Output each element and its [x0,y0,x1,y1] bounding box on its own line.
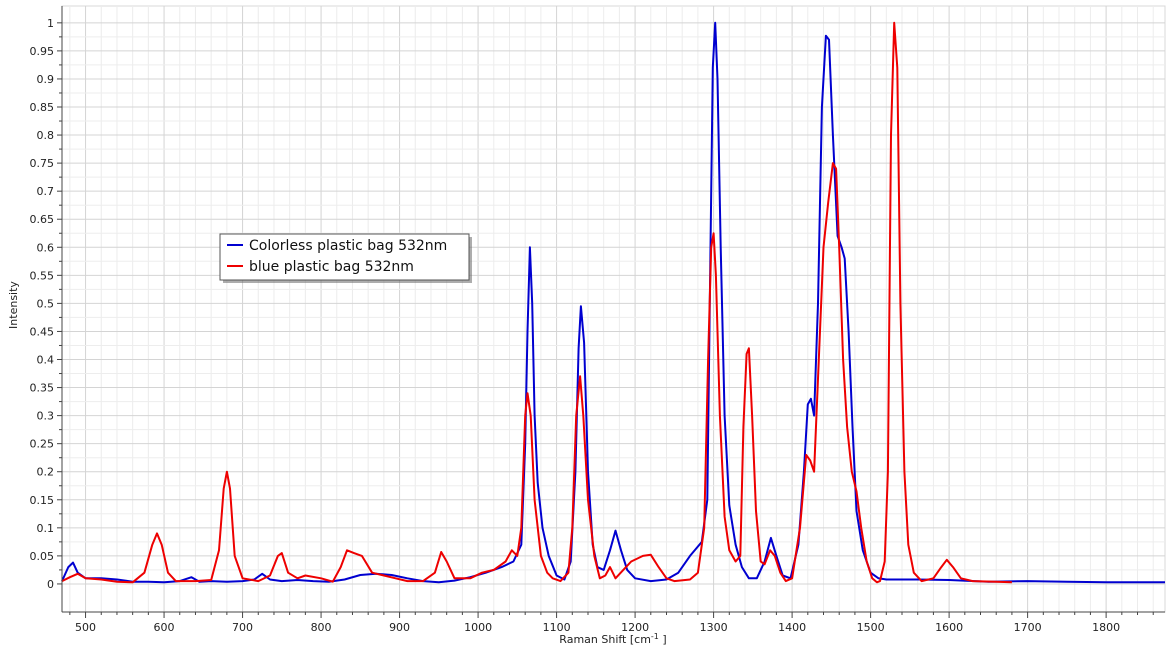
x-tick-label: 1700 [1014,621,1042,634]
y-tick-label: 0.3 [37,410,55,423]
legend: Colorless plastic bag 532nm blue plastic… [219,233,472,283]
grid-lines [61,5,1166,613]
y-tick-label: 0.85 [30,101,55,114]
x-tick-label: 1400 [778,621,806,634]
y-tick-label: 0.9 [37,73,55,86]
axes [57,6,1165,618]
y-tick-label: 1 [47,17,54,30]
x-tick-label: 1000 [464,621,492,634]
x-tick-label: 1800 [1092,621,1120,634]
x-tick-label: 500 [75,621,96,634]
y-tick-label: 0.45 [30,325,55,338]
x-tick-label: 700 [232,621,253,634]
y-tick-label: 0.7 [37,185,55,198]
x-tick-label: 600 [154,621,175,634]
y-tick-label: 0.2 [37,466,55,479]
x-axis-title: Raman Shift [cm-1 ] [559,632,666,646]
legend-label-colorless: Colorless plastic bag 532nm [249,238,447,254]
x-tick-labels: 500 600 700 800 900 1000 1100 1200 1300 1400 1500 1… [75,621,1120,634]
y-tick-label: 0.65 [30,213,55,226]
x-tick-label: 1300 [700,621,728,634]
x-tick-label: 900 [389,621,410,634]
y-tick-label: 0.1 [37,522,55,535]
x-tick-label: 1100 [543,621,571,634]
legend-box [219,233,470,281]
y-tick-label: 0.4 [37,354,55,367]
y-axis-title: Intensity [7,281,20,329]
x-axis-title-superscript: -1 [651,632,659,641]
x-tick-label: 1500 [857,621,885,634]
y-tick-label: 0.6 [37,241,55,254]
y-tick-label: 0.55 [30,269,55,282]
series-line-colorless-plastic-bag [61,21,1165,584]
legend-label-blue: blue plastic bag 532nm [249,259,414,275]
y-tick-label: 0.95 [30,45,55,58]
x-tick-label: 800 [311,621,332,634]
y-tick-label: 0 [47,578,54,591]
x-tick-label: 1200 [621,621,649,634]
x-axis-title-end: ] [659,633,667,646]
series-line-blue-plastic-bag [61,21,1012,584]
y-tick-label: 0.35 [30,382,55,395]
y-tick-label: 0.05 [30,550,55,563]
y-tick-label: 0.8 [37,129,55,142]
y-tick-label: 0.15 [30,494,55,507]
y-tick-label: 0.75 [30,157,55,170]
x-tick-label: 1600 [935,621,963,634]
y-tick-label: 0.5 [37,297,55,310]
y-tick-labels: 0 0.05 0.1 0.15 0.2 0.25 0.3 0.35 0.4 0.45 0.5 0.55… [30,17,55,591]
y-tick-label: 0.25 [30,438,55,451]
series-layer [61,21,1165,584]
